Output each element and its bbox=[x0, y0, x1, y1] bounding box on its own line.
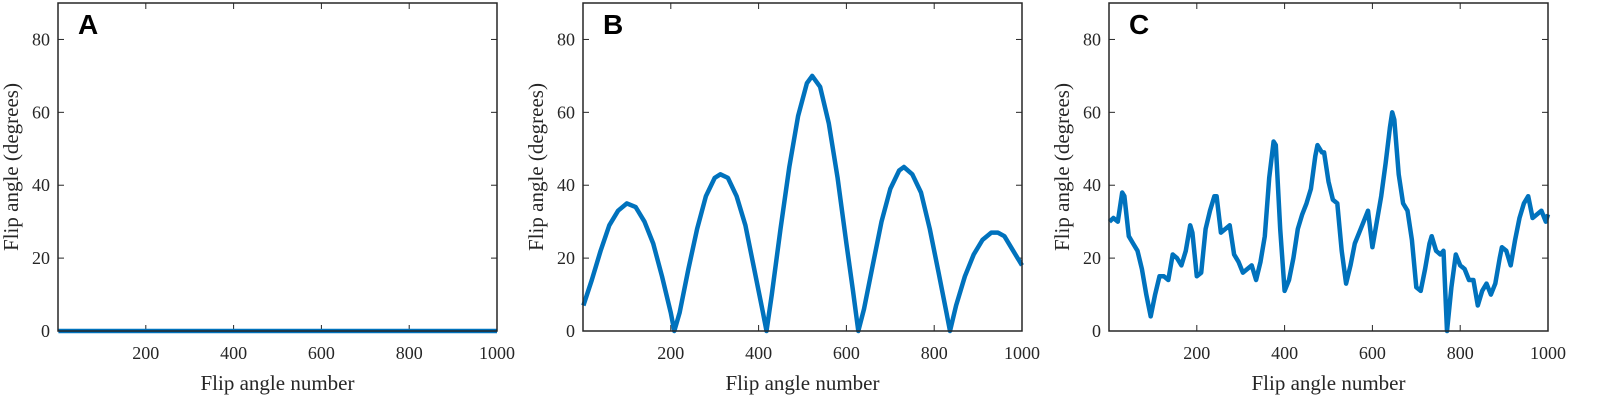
x-tick-label: 400 bbox=[220, 343, 247, 363]
y-tick-label: 20 bbox=[32, 248, 50, 268]
y-tick-label: 0 bbox=[1092, 321, 1101, 341]
x-tick-label: 600 bbox=[308, 343, 335, 363]
x-tick-label: 800 bbox=[396, 343, 423, 363]
y-tick-label: 0 bbox=[566, 321, 575, 341]
y-tick-label: 40 bbox=[1083, 175, 1101, 195]
y-tick-label: 80 bbox=[32, 29, 50, 49]
y-axis-label: Flip angle (degrees) bbox=[0, 83, 23, 251]
data-line bbox=[1107, 110, 1551, 334]
y-tick-label: 0 bbox=[41, 321, 50, 341]
x-tick-label: 400 bbox=[745, 343, 772, 363]
x-tick-label: 600 bbox=[833, 343, 860, 363]
panel-label: C bbox=[1129, 9, 1149, 40]
y-tick-label: 20 bbox=[1083, 248, 1101, 268]
panel-label: B bbox=[603, 9, 623, 40]
x-tick-label: 800 bbox=[1447, 343, 1474, 363]
plot-area bbox=[583, 3, 1022, 331]
x-tick-label: 200 bbox=[132, 343, 159, 363]
y-tick-label: 60 bbox=[32, 102, 50, 122]
x-tick-label: 400 bbox=[1271, 343, 1298, 363]
axes-box bbox=[57, 2, 498, 332]
y-tick-label: 80 bbox=[1083, 29, 1101, 49]
y-tick-label: 80 bbox=[557, 29, 575, 49]
x-axis-label: Flip angle number bbox=[1252, 371, 1406, 395]
y-tick-label: 60 bbox=[557, 102, 575, 122]
y-axis-label: Flip angle (degrees) bbox=[1050, 83, 1074, 251]
x-tick-label: 800 bbox=[921, 343, 948, 363]
y-axis-label: Flip angle (degrees) bbox=[524, 83, 548, 251]
y-tick-label: 20 bbox=[557, 248, 575, 268]
x-tick-label: 1000 bbox=[1004, 343, 1040, 363]
x-tick-label: 1000 bbox=[479, 343, 515, 363]
x-tick-label: 200 bbox=[657, 343, 684, 363]
x-tick-label: 600 bbox=[1359, 343, 1386, 363]
panel-label: A bbox=[78, 9, 98, 40]
y-tick-label: 40 bbox=[557, 175, 575, 195]
axes-box bbox=[582, 2, 1023, 332]
x-tick-label: 200 bbox=[1183, 343, 1210, 363]
y-tick-label: 40 bbox=[32, 175, 50, 195]
plot-area bbox=[58, 3, 497, 331]
x-axis-label: Flip angle number bbox=[201, 371, 355, 395]
x-axis-label: Flip angle number bbox=[726, 371, 880, 395]
axes-box bbox=[1108, 2, 1549, 332]
data-line bbox=[581, 73, 1024, 334]
x-tick-label: 1000 bbox=[1530, 343, 1566, 363]
y-tick-label: 60 bbox=[1083, 102, 1101, 122]
